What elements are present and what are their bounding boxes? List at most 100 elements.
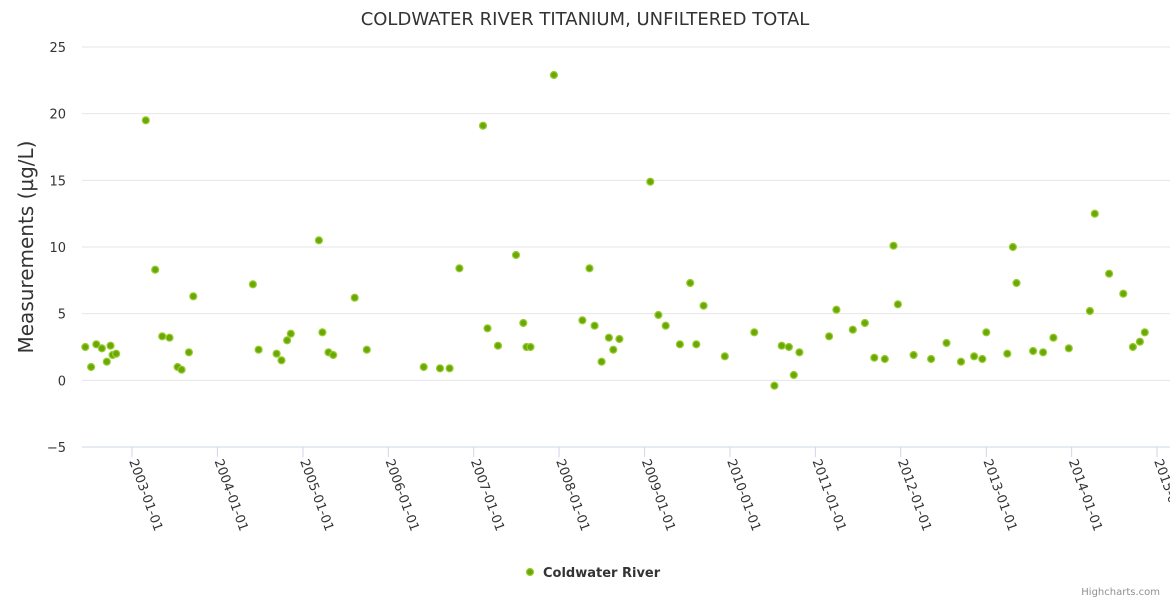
data-point[interactable] (880, 354, 889, 364)
data-point[interactable] (435, 364, 445, 373)
x-tick-label: 2010-01-01 (723, 457, 763, 533)
data-point[interactable] (597, 357, 606, 366)
data-point[interactable] (314, 236, 323, 245)
data-point[interactable] (254, 345, 263, 354)
data-point[interactable] (784, 342, 794, 352)
data-point[interactable] (184, 348, 193, 357)
data-point[interactable] (350, 293, 359, 302)
data-point[interactable] (609, 345, 618, 354)
data-point[interactable] (860, 318, 870, 328)
data-point[interactable] (720, 352, 729, 361)
credits-link[interactable]: Highcharts.com (1081, 587, 1160, 598)
data-point[interactable] (848, 325, 857, 334)
x-tick-label: 2013-01-01 (980, 457, 1020, 533)
y-tick-label: 10 (49, 241, 66, 256)
data-point[interactable] (661, 321, 670, 330)
data-point[interactable] (158, 332, 167, 341)
data-point[interactable] (646, 177, 655, 186)
data-point[interactable] (1119, 289, 1128, 298)
data-point[interactable] (692, 340, 701, 349)
data-point[interactable] (189, 292, 198, 301)
data-point[interactable] (969, 352, 979, 361)
data-point[interactable] (615, 334, 624, 344)
data-point[interactable] (97, 344, 107, 353)
data-point[interactable] (675, 340, 685, 349)
data-point[interactable] (1128, 342, 1138, 352)
x-axis-ticks: 2003-01-01 2004-01-01 2005-01-01 2006-01-01… (125, 447, 1170, 533)
data-point[interactable] (909, 350, 918, 360)
data-point[interactable] (519, 318, 528, 328)
data-point[interactable] (151, 265, 160, 274)
data-point[interactable] (686, 278, 695, 288)
data-point[interactable] (177, 365, 186, 374)
data-point[interactable] (832, 305, 841, 314)
data-point[interactable] (1049, 333, 1058, 342)
data-point[interactable] (982, 328, 991, 337)
data-point[interactable] (1008, 242, 1018, 252)
data-point[interactable] (978, 354, 987, 364)
data-point[interactable] (81, 342, 90, 352)
data-point[interactable] (578, 316, 587, 325)
data-point[interactable] (1003, 349, 1012, 358)
data-point[interactable] (590, 321, 599, 330)
data-point[interactable] (926, 354, 936, 364)
data-point[interactable] (455, 264, 464, 273)
x-tick-label: 2015-01-01 (1150, 457, 1170, 533)
data-point[interactable] (272, 349, 281, 358)
data-point[interactable] (329, 350, 338, 360)
data-point[interactable] (1038, 348, 1048, 357)
data-point[interactable] (419, 362, 428, 372)
data-point[interactable] (889, 241, 898, 250)
data-point[interactable] (789, 370, 798, 380)
data-point[interactable] (654, 310, 663, 320)
legend[interactable]: Coldwater River (525, 566, 661, 581)
data-point[interactable] (699, 301, 708, 310)
data-point[interactable] (1090, 209, 1099, 218)
data-point[interactable] (277, 356, 286, 365)
x-tick-label: 2012-01-01 (894, 457, 934, 533)
data-point[interactable] (893, 300, 903, 309)
x-tick-label: 2008-01-01 (552, 457, 592, 533)
data-point[interactable] (362, 345, 371, 354)
data-point[interactable] (141, 116, 150, 125)
data-point[interactable] (102, 357, 111, 366)
data-point[interactable] (549, 70, 559, 80)
data-point[interactable] (283, 336, 292, 345)
data-point[interactable] (1085, 306, 1095, 316)
data-point[interactable] (585, 264, 594, 273)
data-point[interactable] (111, 349, 121, 358)
data-point[interactable] (942, 338, 951, 348)
data-point[interactable] (956, 357, 966, 366)
data-point[interactable] (86, 362, 96, 372)
scatter-series (81, 70, 1149, 390)
data-point[interactable] (777, 341, 786, 350)
data-point[interactable] (1135, 337, 1145, 346)
data-point[interactable] (526, 342, 535, 352)
x-tick-label: 2003-01-01 (125, 457, 165, 533)
data-point[interactable] (824, 332, 834, 341)
data-point[interactable] (795, 348, 804, 357)
data-point[interactable] (493, 341, 503, 350)
data-point[interactable] (165, 333, 174, 342)
data-point[interactable] (286, 329, 295, 338)
data-point[interactable] (770, 381, 779, 390)
data-point[interactable] (1028, 346, 1038, 356)
data-point[interactable] (92, 340, 101, 349)
data-point[interactable] (1140, 328, 1149, 337)
data-point[interactable] (318, 328, 327, 337)
data-point[interactable] (445, 364, 454, 373)
data-point[interactable] (511, 250, 521, 260)
data-point[interactable] (870, 353, 879, 362)
data-point[interactable] (1012, 278, 1021, 288)
data-point[interactable] (483, 324, 492, 333)
data-point[interactable] (248, 280, 257, 289)
data-point[interactable] (1104, 269, 1114, 278)
data-point[interactable] (604, 333, 614, 342)
data-point[interactable] (478, 121, 488, 130)
x-tick-label: 2004-01-01 (211, 457, 251, 533)
data-point[interactable] (750, 328, 759, 337)
legend-label[interactable]: Coldwater River (543, 566, 661, 581)
data-point[interactable] (1064, 344, 1073, 353)
data-point[interactable] (106, 341, 115, 350)
